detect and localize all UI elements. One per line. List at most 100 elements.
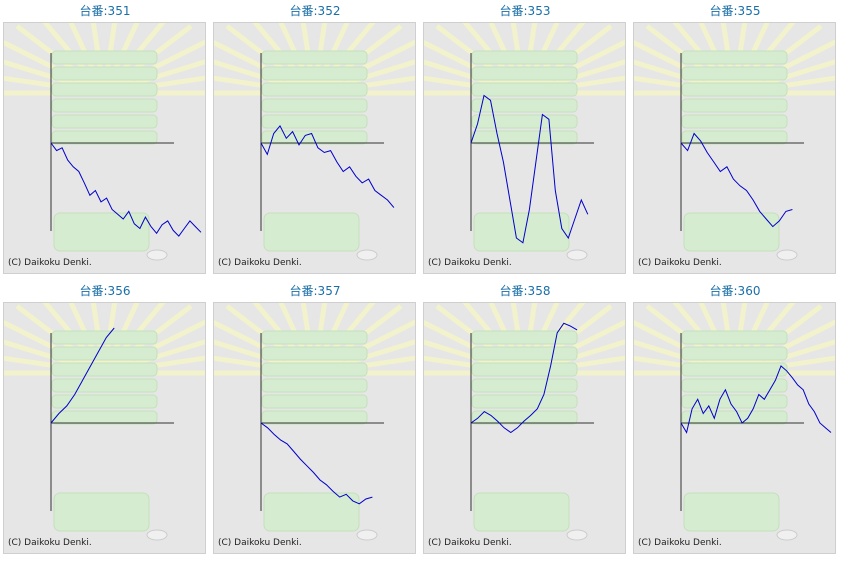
- payout-series-line: [260, 124, 395, 208]
- payout-series-line: [680, 365, 832, 434]
- coin-shape: [356, 529, 378, 541]
- copyright-text: (C) Daikoku Denki.: [218, 538, 302, 548]
- payout-graph: (C) Daikoku Denki.: [423, 22, 626, 274]
- coin-shape: [776, 249, 798, 261]
- tray-base-shape: [263, 212, 360, 252]
- background-artwork: [424, 23, 625, 261]
- coin-tray-shape: [471, 66, 578, 81]
- coin-tray-shape: [681, 330, 788, 345]
- coin-tray-shape: [681, 410, 788, 425]
- coin-tray-shape: [261, 394, 368, 409]
- coin-tray-shape: [681, 114, 788, 129]
- graph-canvas: [424, 23, 625, 261]
- payout-graph: (C) Daikoku Denki.: [3, 302, 206, 554]
- machine-number-link[interactable]: 台番:355: [709, 4, 761, 18]
- machine-graph-tile[interactable]: 台番:352 (C) Daikoku Denki.: [210, 0, 420, 280]
- tray-base-shape: [53, 492, 150, 532]
- coin-tray-shape: [681, 378, 788, 393]
- coin-tray-shape: [681, 362, 788, 377]
- coin-shape: [356, 249, 378, 261]
- machine-number-link[interactable]: 台番:356: [79, 284, 131, 298]
- coin-tray-shape: [51, 82, 158, 97]
- payout-graph: (C) Daikoku Denki.: [3, 22, 206, 274]
- graph-canvas: [214, 303, 415, 541]
- coin-tray-shape: [261, 98, 368, 113]
- copyright-text: (C) Daikoku Denki.: [8, 538, 92, 548]
- coin-shape: [776, 529, 798, 541]
- coin-tray-shape: [681, 50, 788, 65]
- coin-tray-shape: [51, 330, 158, 345]
- tray-base-shape: [53, 212, 150, 252]
- coin-shape: [146, 249, 168, 261]
- coin-tray-shape: [681, 130, 788, 145]
- coin-tray-shape: [51, 130, 158, 145]
- payout-graph: (C) Daikoku Denki.: [213, 302, 416, 554]
- coin-shape: [566, 529, 588, 541]
- payout-series-line: [260, 422, 373, 505]
- machine-number-link[interactable]: 台番:353: [499, 4, 551, 18]
- coin-tray-shape: [681, 346, 788, 361]
- machine-graph-tile[interactable]: 台番:357 (C) Daikoku Denki.: [210, 280, 420, 560]
- graph-canvas: [4, 303, 205, 541]
- coin-tray-shape: [261, 130, 368, 145]
- machine-graph-tile[interactable]: 台番:356 (C) Daikoku Denki.: [0, 280, 210, 560]
- coin-tray-shape: [471, 98, 578, 113]
- payout-graph: (C) Daikoku Denki.: [633, 22, 836, 274]
- machine-number-link[interactable]: 台番:358: [499, 284, 551, 298]
- background-artwork: [634, 23, 835, 261]
- background-artwork: [214, 303, 415, 541]
- copyright-text: (C) Daikoku Denki.: [428, 538, 512, 548]
- machine-number-link[interactable]: 台番:357: [289, 284, 341, 298]
- coin-tray-shape: [51, 410, 158, 425]
- machine-graph-tile[interactable]: 台番:353 (C) Daikoku Denki.: [420, 0, 630, 280]
- coin-tray-shape: [261, 82, 368, 97]
- graph-canvas: [214, 23, 415, 261]
- machine-graph-tile[interactable]: 台番:360 (C) Daikoku Denki.: [630, 280, 840, 560]
- coin-tray-shape: [51, 394, 158, 409]
- copyright-text: (C) Daikoku Denki.: [8, 258, 92, 268]
- coin-shape: [566, 249, 588, 261]
- coin-tray-shape: [681, 82, 788, 97]
- coin-tray-shape: [261, 66, 368, 81]
- background-artwork: [424, 303, 625, 541]
- graph-canvas: [634, 23, 835, 261]
- machine-graph-tile[interactable]: 台番:355 (C) Daikoku Denki.: [630, 0, 840, 280]
- background-artwork: [214, 23, 415, 261]
- coin-tray-shape: [51, 98, 158, 113]
- machine-graph-tile[interactable]: 台番:358 (C) Daikoku Denki.: [420, 280, 630, 560]
- copyright-text: (C) Daikoku Denki.: [218, 258, 302, 268]
- payout-graph: (C) Daikoku Denki.: [633, 302, 836, 554]
- coin-tray-shape: [681, 394, 788, 409]
- tray-base-shape: [683, 492, 780, 532]
- payout-graph: (C) Daikoku Denki.: [213, 22, 416, 274]
- machine-number-link[interactable]: 台番:360: [709, 284, 761, 298]
- payout-graph: (C) Daikoku Denki.: [423, 302, 626, 554]
- coin-tray-shape: [51, 378, 158, 393]
- coin-tray-shape: [51, 114, 158, 129]
- coin-tray-shape: [471, 378, 578, 393]
- machine-graph-tile[interactable]: 台番:351 (C) Daikoku Denki.: [0, 0, 210, 280]
- tray-base-shape: [473, 212, 570, 252]
- tray-base-shape: [473, 492, 570, 532]
- payout-series-line: [470, 322, 578, 434]
- payout-series-line: [680, 132, 793, 228]
- graph-canvas: [4, 23, 205, 261]
- background-artwork: [634, 303, 835, 541]
- graph-canvas: [634, 303, 835, 541]
- coin-tray-shape: [51, 66, 158, 81]
- machine-number-link[interactable]: 台番:352: [289, 4, 341, 18]
- coin-tray-shape: [471, 82, 578, 97]
- coin-tray-shape: [261, 410, 368, 425]
- payout-series-line: [50, 142, 202, 237]
- copyright-text: (C) Daikoku Denki.: [428, 258, 512, 268]
- payout-series-line: [470, 94, 589, 244]
- coin-tray-shape: [471, 50, 578, 65]
- copyright-text: (C) Daikoku Denki.: [638, 258, 722, 268]
- coin-tray-shape: [51, 50, 158, 65]
- coin-tray-shape: [471, 346, 578, 361]
- coin-tray-shape: [261, 114, 368, 129]
- machine-number-link[interactable]: 台番:351: [79, 4, 131, 18]
- coin-tray-shape: [261, 50, 368, 65]
- tray-base-shape: [683, 212, 780, 252]
